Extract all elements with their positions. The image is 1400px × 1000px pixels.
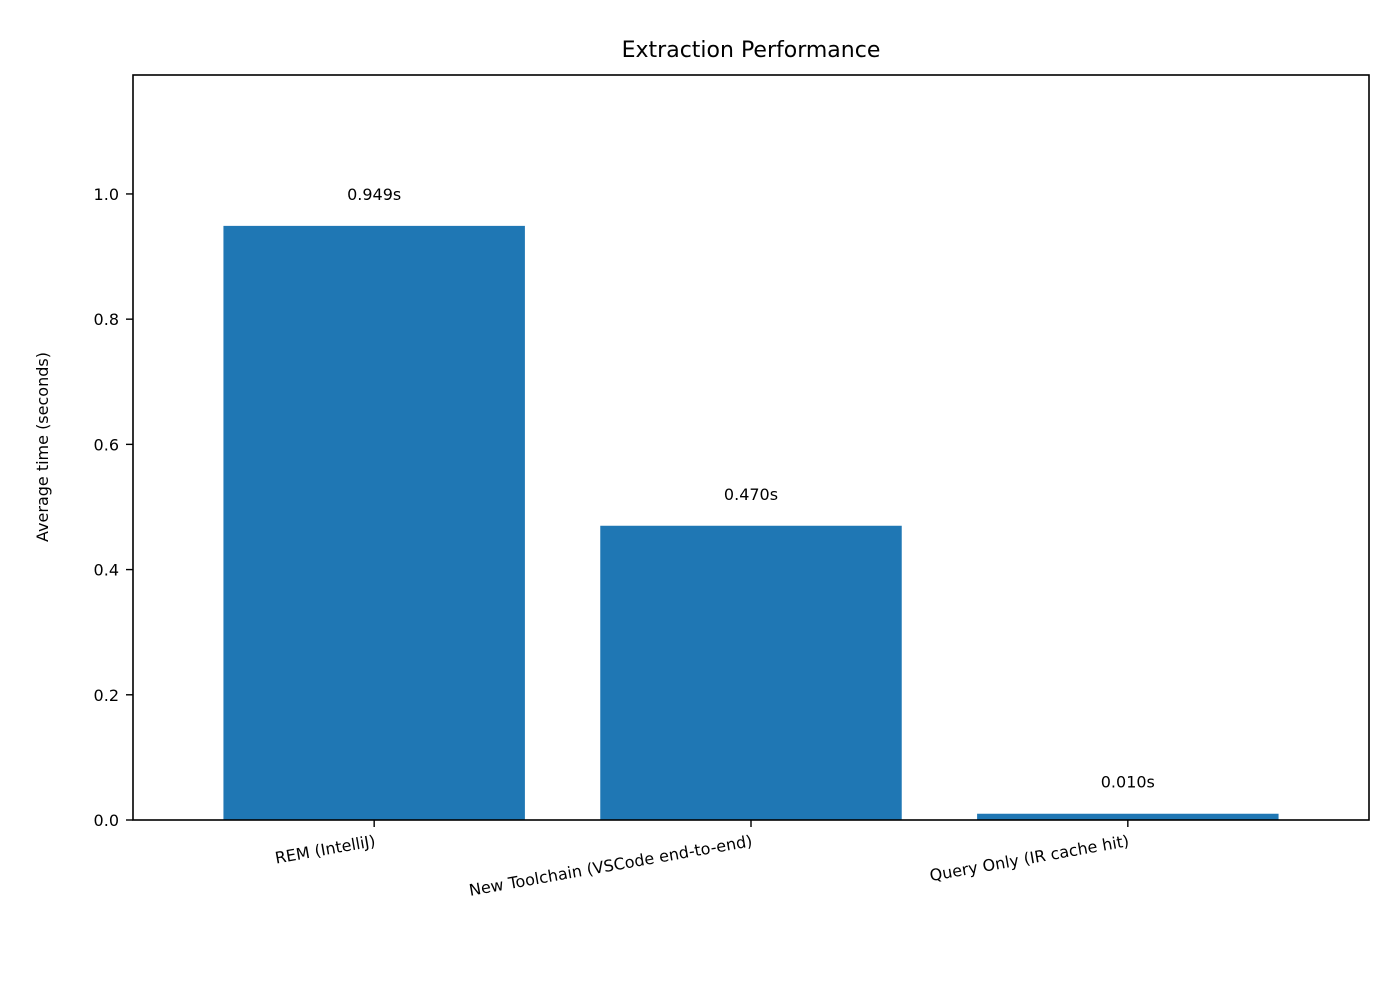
y-tick-label-4: 0.8 — [94, 310, 119, 329]
x-tick-label-2: Query Only (IR cache hit) — [928, 831, 1130, 885]
y-axis: 0.0 0.2 0.4 0.6 0.8 1.0 — [94, 185, 133, 830]
bars-layer — [223, 225, 1279, 820]
y-tick-label-3: 0.6 — [94, 435, 119, 454]
bar-1 — [600, 525, 902, 820]
bar-2 — [977, 813, 1279, 820]
y-tick-label-5: 1.0 — [94, 185, 119, 204]
x-tick-label-1: New Toolchain (VSCode end-to-end) — [467, 831, 753, 900]
data-label-0: 0.949s — [347, 185, 401, 204]
x-axis: REM (IntelliJ) New Toolchain (VSCode end-… — [273, 820, 1131, 900]
x-tick-label-0: REM (IntelliJ) — [273, 831, 376, 867]
y-tick-label-0: 0.0 — [94, 811, 119, 830]
chart-title: Extraction Performance — [622, 38, 881, 63]
data-labels-layer: 0.949s 0.470s 0.010s — [347, 185, 1155, 792]
bar-0 — [223, 225, 525, 820]
data-label-1: 0.470s — [724, 485, 778, 504]
data-label-2: 0.010s — [1101, 773, 1155, 792]
y-axis-label: Average time (seconds) — [33, 352, 52, 542]
y-tick-label-1: 0.2 — [94, 686, 119, 705]
y-tick-label-2: 0.4 — [94, 561, 119, 580]
